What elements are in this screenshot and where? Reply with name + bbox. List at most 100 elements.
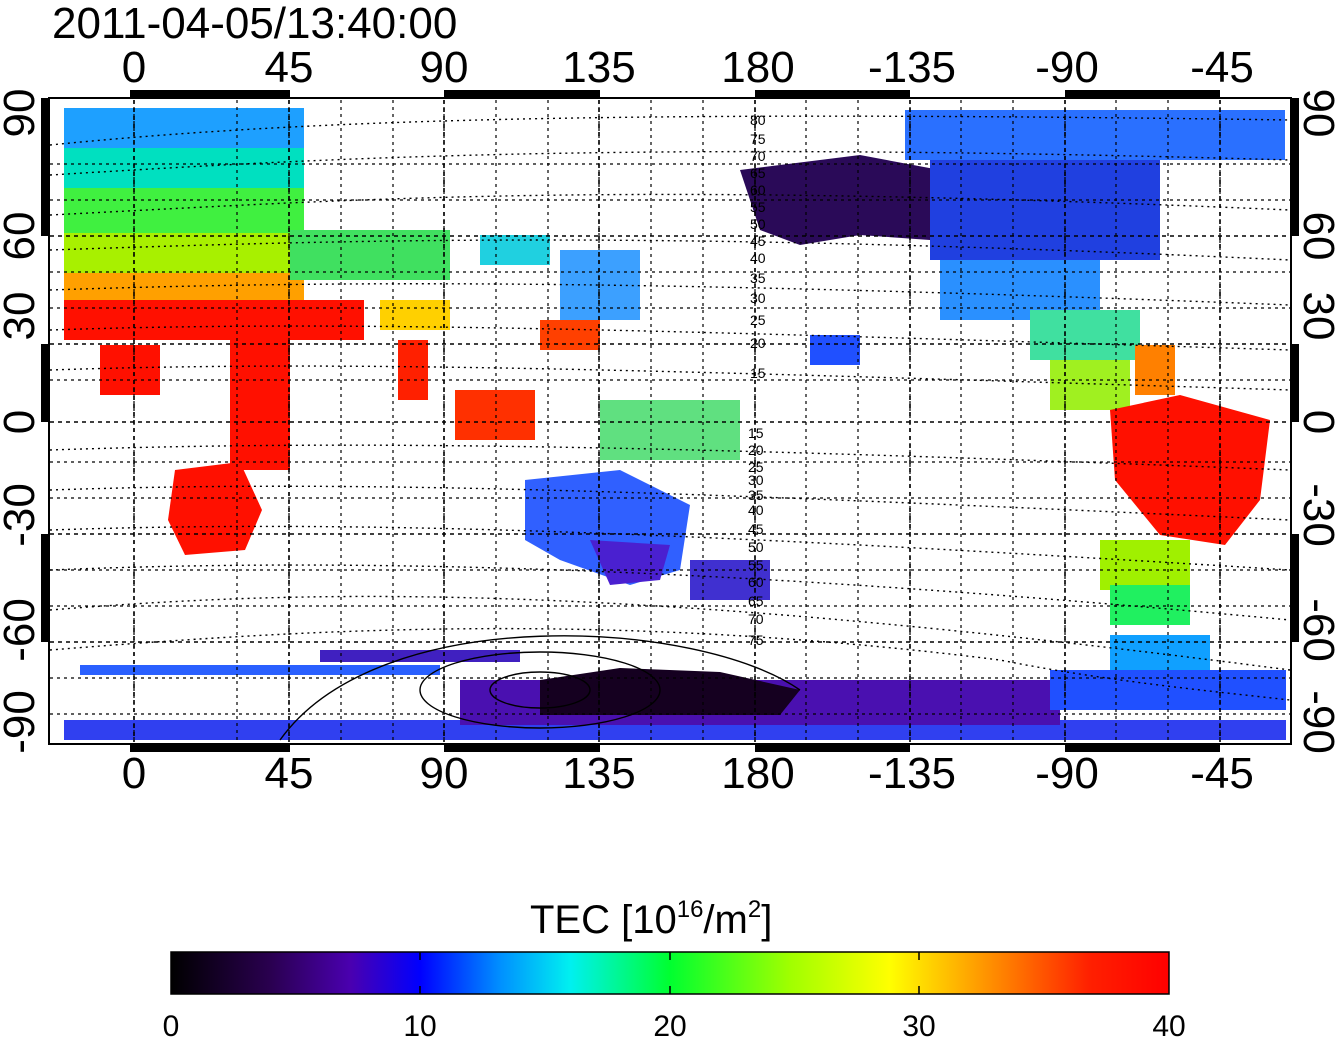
lat-tick-left: -90 <box>0 690 44 754</box>
tec-region-central-asia <box>290 230 450 280</box>
timestamp-title: 2011-04-05/13:40:00 <box>52 0 458 48</box>
magnetic-lat-label-north: 65 <box>750 165 766 181</box>
tec-region-central-america <box>1050 360 1130 410</box>
tec-region-south-america <box>1110 395 1270 545</box>
tec-region-west-africa <box>100 345 160 395</box>
magnetic-lat-label-north: 40 <box>750 250 766 266</box>
lat-tick-left: 60 <box>0 211 44 261</box>
colorbar-title-unit-exponent: 2 <box>747 896 762 923</box>
magnetic-lat-label-north: 70 <box>750 148 766 164</box>
colorbar-tick-label: 40 <box>1152 1010 1186 1043</box>
lat-tick-right: -30 <box>1294 483 1340 547</box>
colorbar-title: TEC [1016/m2] <box>530 888 772 942</box>
magnetic-lat-label-north: 35 <box>750 270 766 286</box>
tec-region-south-china <box>540 320 600 350</box>
lat-tick-right: 90 <box>1294 88 1340 138</box>
magnetic-lat-label-south: 25 <box>748 459 764 475</box>
colorbar-title-prefix: TEC [10 <box>530 898 677 942</box>
lat-tick-right: -90 <box>1294 690 1340 754</box>
lon-tick-top: 90 <box>419 43 469 92</box>
tec-region-arctic-eurasia <box>64 108 304 148</box>
tec-region-south-australia <box>590 540 670 585</box>
lat-tick-left: -60 <box>0 598 44 662</box>
magnetic-pole-contours <box>279 635 801 741</box>
tec-region-patagonia <box>1110 585 1190 625</box>
colorbar-title-exponent: 16 <box>676 896 704 923</box>
magnetic-lat-label-south: 70 <box>748 611 764 627</box>
magnetic-lat-label-south: 30 <box>748 472 764 488</box>
lat-tick-left: 0 <box>0 410 44 434</box>
lat-tick-left: 30 <box>0 291 44 341</box>
tec-region-north-pacific <box>740 155 940 245</box>
lon-tick-top: -135 <box>867 43 957 92</box>
lon-tick-bottom: 135 <box>562 749 636 798</box>
colorbar-tick-label: 0 <box>162 1010 180 1043</box>
tec-region-canada-arctic <box>905 110 1285 160</box>
tec-region-north-africa <box>64 300 364 340</box>
lon-tick-top: 135 <box>562 43 636 92</box>
magnetic-lat-label-south: 55 <box>748 557 764 573</box>
tec-region-argentina <box>1100 540 1190 590</box>
magnetic-lat-label-north: 75 <box>750 131 766 147</box>
colorbar-ticks <box>419 952 920 994</box>
magnetic-lat-label-south: 60 <box>748 574 764 590</box>
lon-tick-top: 45 <box>264 43 314 92</box>
tec-region-hawaii <box>810 335 860 365</box>
magnetic-lat-label-south: 15 <box>748 425 764 441</box>
tec-region-scandinavia <box>64 148 304 188</box>
frame-ticks <box>41 90 1299 752</box>
lat-tick-left: 90 <box>0 88 44 138</box>
magnetic-lat-label-north: 15 <box>750 365 766 381</box>
colorbar-tick-label: 30 <box>902 1010 936 1043</box>
magnetic-lat-label-south: 35 <box>748 487 764 503</box>
lon-tick-bottom: 90 <box>419 749 469 798</box>
lat-tick-right: -60 <box>1294 598 1340 662</box>
lon-tick-bottom: 45 <box>264 749 314 798</box>
tec-region-antarctica-dark <box>540 668 800 715</box>
tec-region-north-china <box>480 235 550 265</box>
tec-data-layer <box>64 108 1286 740</box>
major-gridlines <box>50 100 1290 742</box>
tec-region-caribbean <box>1135 345 1175 395</box>
magnetic-lat-label-south: 40 <box>748 502 764 518</box>
colorbar-title-suffix: ] <box>761 898 773 942</box>
magnetic-lat-label-north: 30 <box>750 290 766 306</box>
magnetic-lat-label-north: 25 <box>750 312 766 328</box>
lat-tick-left: -30 <box>0 483 44 547</box>
lon-tick-top: 180 <box>721 43 795 92</box>
tec-region-southern-ocean-west <box>80 665 440 675</box>
lon-tick-top: -90 <box>1035 43 1099 92</box>
lon-tick-bottom: -135 <box>867 749 957 798</box>
colorbar-tick-label: 10 <box>403 1010 437 1043</box>
magnetic-lat-label-north: 80 <box>750 112 766 128</box>
lon-tick-bottom: 180 <box>721 749 795 798</box>
tec-region-pacific-islands <box>600 400 740 460</box>
lon-tick-top: -45 <box>1190 43 1254 92</box>
tec-region-south-africa <box>168 462 262 555</box>
magnetic-lat-label-north: 45 <box>750 233 766 249</box>
lat-tick-right: 0 <box>1294 409 1340 435</box>
tec-region-drake-passage <box>1110 635 1210 670</box>
lon-tick-bottom: 0 <box>121 749 147 798</box>
magnetic-lat-label-south: 45 <box>748 521 764 537</box>
magnetic-lat-label-south: 65 <box>748 593 764 609</box>
tec-region-central-europe <box>64 233 304 273</box>
tec-region-south-europe <box>64 273 304 301</box>
tec-region-india <box>398 340 428 400</box>
tec-region-north-america <box>930 160 1160 260</box>
magnetic-lat-label-north: 20 <box>750 335 766 351</box>
magnetic-latitude-labels: 8075706560555045403530252015152025303540… <box>748 112 766 648</box>
magnetic-lat-label-north: 60 <box>750 182 766 198</box>
tec-region-southeast-asia <box>455 390 535 440</box>
tec-region-gulf <box>1030 310 1140 360</box>
magnetic-lat-label-south: 20 <box>748 442 764 458</box>
tec-region-east-africa <box>230 330 290 470</box>
colorbar-tick-label: 20 <box>653 1010 687 1043</box>
tec-region-north-europe <box>64 188 304 233</box>
lat-tick-right: 30 <box>1294 291 1340 341</box>
magnetic-lat-label-north: 55 <box>750 199 766 215</box>
colorbar-title-unit: /m <box>703 898 748 942</box>
magnetic-lat-label-north: 50 <box>750 216 766 232</box>
magnetic-lat-label-south: 50 <box>748 539 764 555</box>
